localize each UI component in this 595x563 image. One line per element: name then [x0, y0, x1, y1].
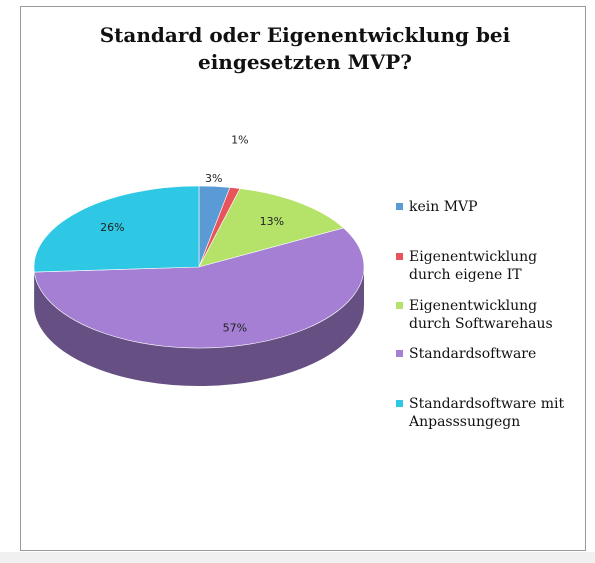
- bottom-strip: [0, 552, 595, 563]
- pie-slice-3: [33, 227, 365, 349]
- pie-slice-4: [33, 185, 200, 273]
- data-label-4: 26%: [100, 221, 124, 234]
- legend-item-kein-mvp: kein MVP: [396, 198, 478, 216]
- pie-side-3: [34, 267, 364, 387]
- chart-title: Standard oder Eigenentwicklung bei einge…: [0, 22, 595, 76]
- legend-label-standardsoftware-anpassung: Standardsoftware mit Anpasssungegn: [409, 396, 565, 430]
- legend-item-softwarehaus: Eigenentwicklung durch Softwarehaus: [396, 297, 553, 333]
- legend-label-kein-mvp: kein MVP: [409, 199, 478, 215]
- pie-sides: [34, 267, 364, 387]
- chart-title-line-2: eingesetzten MVP?: [197, 50, 413, 74]
- pie-tops: [33, 185, 365, 349]
- legend-swatch-standardsoftware-anpassung: [396, 400, 403, 407]
- data-label-2: 13%: [260, 215, 284, 228]
- legend-label-eigene-it: Eigenentwicklung durch eigene IT: [409, 249, 538, 283]
- legend-swatch-standardsoftware: [396, 350, 403, 357]
- legend-swatch-softwarehaus: [396, 302, 403, 309]
- legend-swatch-eigene-it: [396, 253, 403, 260]
- pie-slice-2: [198, 188, 345, 268]
- legend-item-standardsoftware-anpassung: Standardsoftware mit Anpasssungegn: [396, 395, 564, 431]
- data-label-3: 57%: [223, 322, 247, 335]
- legend-label-standardsoftware: Standardsoftware: [409, 346, 537, 362]
- legend-label-softwarehaus: Eigenentwicklung durch Softwarehaus: [409, 298, 553, 332]
- chart-title-line-1: Standard oder Eigenentwicklung bei: [99, 23, 511, 47]
- legend-item-standardsoftware: Standardsoftware: [396, 345, 536, 363]
- pie-data-labels: 3% 1% 13% 57% 26%: [100, 134, 284, 335]
- legend-swatch-kein-mvp: [396, 203, 403, 210]
- data-label-0: 3%: [205, 172, 222, 185]
- legend-item-eigene-it: Eigenentwicklung durch eigene IT: [396, 248, 537, 284]
- data-label-1: 1%: [231, 134, 248, 147]
